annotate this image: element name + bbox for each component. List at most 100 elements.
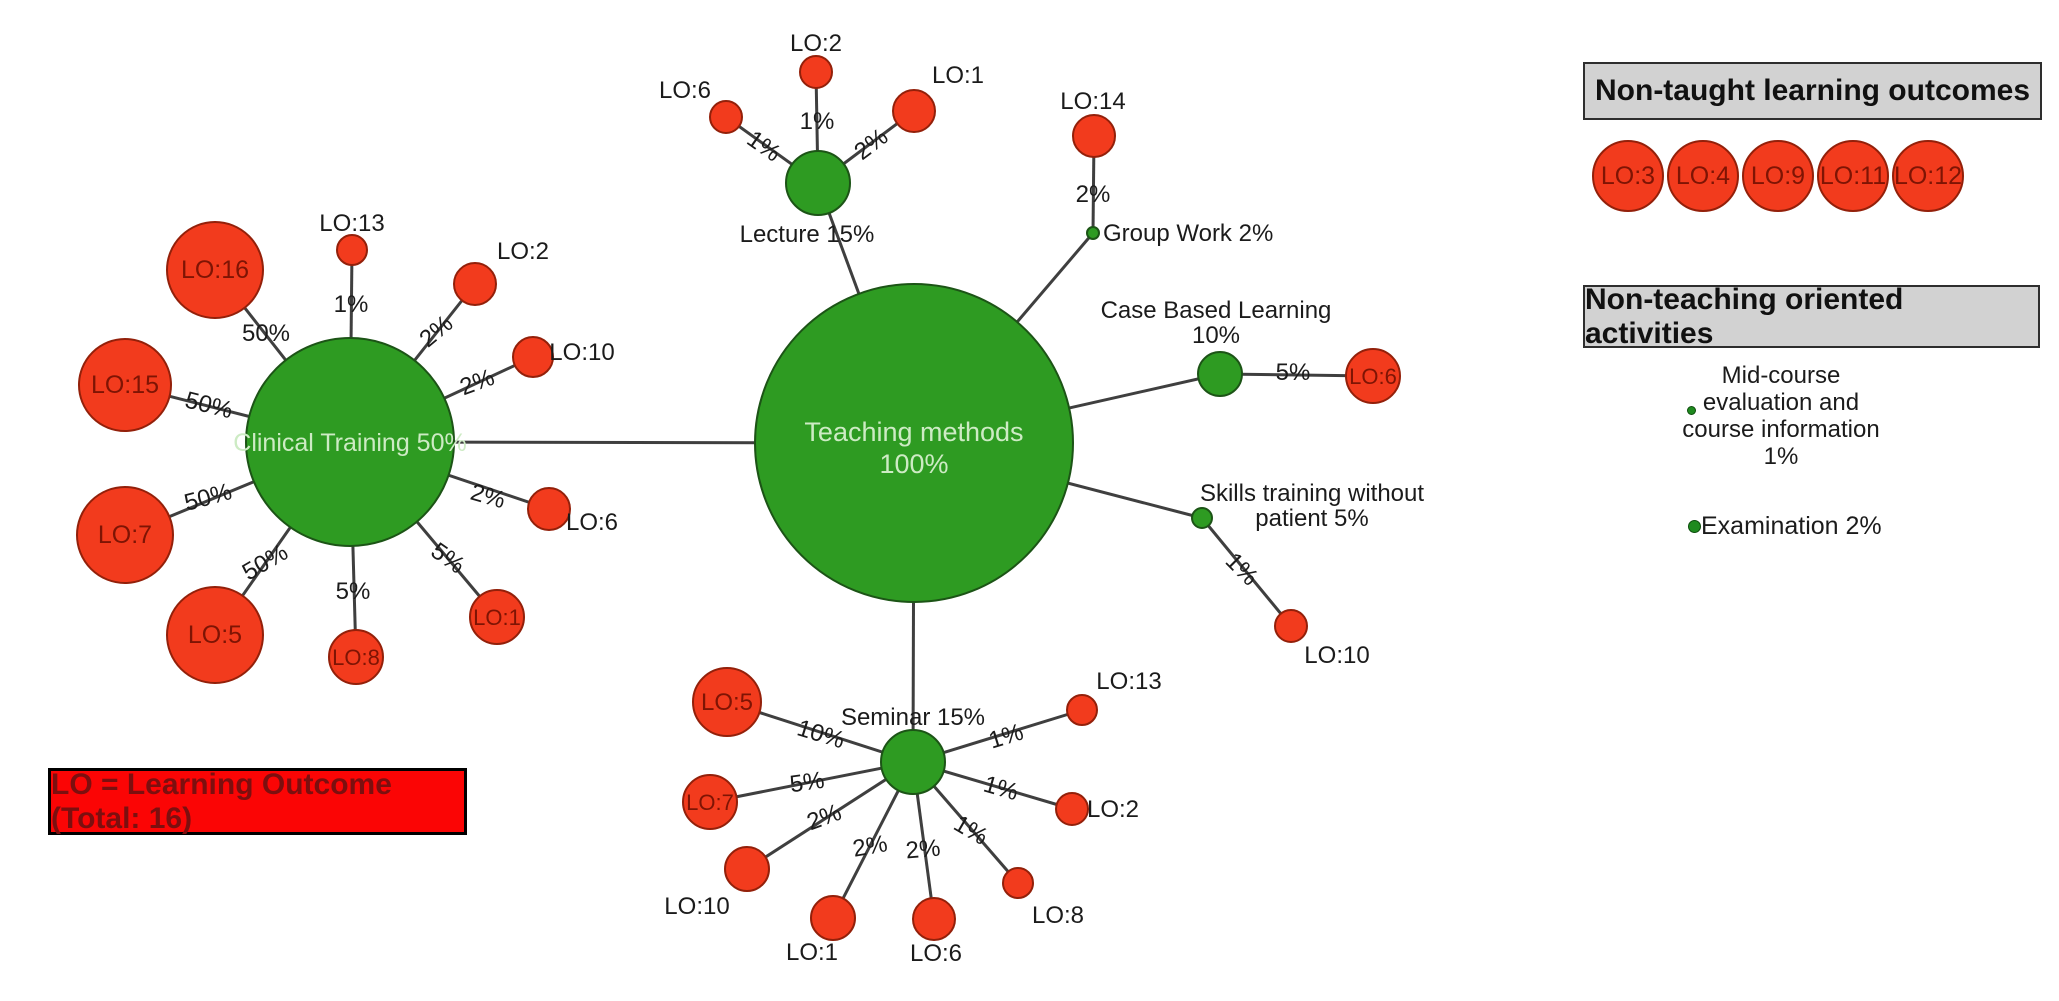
node-label-se-lo1: LO:1 xyxy=(786,939,838,966)
edge-label-clinical-training--c-lo13: 1% xyxy=(334,291,369,318)
node-label-se-lo6: LO:6 xyxy=(910,940,962,967)
node-c-lo16 xyxy=(166,221,264,319)
node-c-lo6 xyxy=(527,487,571,531)
node-label-c-lo13: LO:13 xyxy=(319,210,384,237)
edge-label-seminar--se-lo10: 2% xyxy=(803,799,845,836)
node-label-c-lo10: LO:10 xyxy=(549,339,614,366)
edge-label-seminar--se-lo1: 2% xyxy=(851,830,890,863)
node-se-lo10 xyxy=(724,846,770,892)
node-label-se-lo2: LO:2 xyxy=(1087,796,1139,823)
node-label-cb-lo6: LO:6 xyxy=(1349,364,1397,389)
edge-label-clinical-training--c-lo2: 2% xyxy=(414,310,458,353)
node-label-l-lo1: LO:1 xyxy=(932,62,984,89)
node-l-lo1 xyxy=(892,89,936,133)
edge-label-clinical-training--c-lo15: 50% xyxy=(182,387,235,425)
node-label-se-lo10: LO:10 xyxy=(664,893,729,920)
node-label-c-lo7: LO:7 xyxy=(98,521,152,549)
node-label-c-lo8: LO:8 xyxy=(332,645,380,670)
node-se-lo5 xyxy=(692,667,762,737)
node-label-se-lo5: LO:5 xyxy=(701,689,753,716)
node-se-lo2 xyxy=(1055,792,1089,826)
node-label-c-lo6: LO:6 xyxy=(566,509,618,536)
edge-label-seminar--se-lo6: 2% xyxy=(905,835,942,865)
lo-abbreviation-note: LO = Learning Outcome (Total: 16) xyxy=(48,768,467,835)
node-group-work xyxy=(1086,226,1100,240)
node-label-teaching-methods: 100% xyxy=(879,449,948,479)
node-label-lecture: Lecture 15% xyxy=(740,221,875,248)
edge-label-seminar--se-lo13: 1% xyxy=(986,718,1027,754)
edge-skills-training--sk-lo10 xyxy=(1200,517,1293,627)
node-label-c-lo16: LO:16 xyxy=(181,256,249,284)
node-l-lo2 xyxy=(799,55,833,89)
node-cb-lo6 xyxy=(1345,348,1401,404)
node-label-g-lo14: LO:14 xyxy=(1060,88,1125,115)
non-taught-lo-circle: LO:11 xyxy=(1817,140,1889,212)
edge-label-clinical-training--c-lo10: 2% xyxy=(456,364,498,401)
green-dot-icon xyxy=(1687,406,1696,415)
node-label-c-lo1: LO:1 xyxy=(473,605,521,630)
edge-label-clinical-training--c-lo6: 2% xyxy=(467,479,508,515)
edge-label-seminar--se-lo2: 1% xyxy=(980,771,1021,807)
node-label-case-based-learning: Case Based Learning xyxy=(1101,297,1332,324)
node-label-se-lo8: LO:8 xyxy=(1032,902,1084,929)
node-teaching-methods xyxy=(754,283,1074,603)
node-label-clinical-training: Clinical Training 50% xyxy=(233,429,466,457)
edge-label-lecture--l-lo2: 1% xyxy=(800,108,835,135)
legend-entry-mid-course: Mid-course evaluation and course informa… xyxy=(1682,362,1880,470)
node-lecture xyxy=(785,150,851,216)
node-se-lo1 xyxy=(810,895,856,941)
node-label-skills-training: patient 5% xyxy=(1255,505,1368,532)
node-label-seminar: Seminar 15% xyxy=(841,704,985,731)
edge-label-case-based-learning--cb-lo6: 5% xyxy=(1276,359,1311,386)
non-taught-lo-row: LO:3 LO:4 LO:9 LO:11 LO:12 xyxy=(1592,140,1964,212)
edge-label-seminar--se-lo5: 10% xyxy=(794,715,848,755)
edge-label-clinical-training--c-lo8: 5% xyxy=(336,578,371,605)
edge-label-group-work--g-lo14: 2% xyxy=(1076,181,1111,208)
node-label-case-based-learning: 10% xyxy=(1192,322,1240,349)
node-label-se-lo7: LO:7 xyxy=(686,790,734,815)
node-se-lo7 xyxy=(682,774,738,830)
edge-label-clinical-training--c-lo5: 50% xyxy=(238,539,293,586)
node-sk-lo10 xyxy=(1274,609,1308,643)
green-dot-icon xyxy=(1688,520,1701,533)
node-se-lo13 xyxy=(1066,694,1098,726)
node-label-group-work: Group Work 2% xyxy=(1103,220,1273,247)
node-l-lo6 xyxy=(709,100,743,134)
node-label-skills-training: Skills training without xyxy=(1200,480,1424,507)
node-label-c-lo2: LO:2 xyxy=(497,238,549,265)
edge-label-clinical-training--c-lo16: 50% xyxy=(242,320,290,347)
edge-label-clinical-training--c-lo7: 50% xyxy=(181,478,234,517)
edge-seminar--se-lo7 xyxy=(709,760,914,804)
node-c-lo2 xyxy=(453,262,497,306)
node-label-l-lo2: LO:2 xyxy=(790,30,842,57)
node-c-lo1 xyxy=(469,589,525,645)
node-c-lo7 xyxy=(76,486,174,584)
edge-label-lecture--l-lo1: 2% xyxy=(849,123,893,165)
node-c-lo15 xyxy=(78,338,172,432)
legend-entry-examination: Examination 2% xyxy=(1701,512,1882,540)
legend-header-non-teaching: Non-teaching oriented activities xyxy=(1583,283,2040,350)
node-label-c-lo15: LO:15 xyxy=(91,371,159,399)
node-label-sk-lo10: LO:10 xyxy=(1304,642,1369,669)
node-label-teaching-methods: Teaching methods xyxy=(804,417,1023,447)
node-se-lo6 xyxy=(912,897,956,941)
edge-label-seminar--se-lo7: 5% xyxy=(788,767,826,799)
node-label-c-lo5: LO:5 xyxy=(188,621,242,649)
non-taught-lo-circle: LO:4 xyxy=(1667,140,1739,212)
node-c-lo8 xyxy=(328,629,384,685)
node-seminar xyxy=(880,729,946,795)
non-taught-lo-circle: LO:3 xyxy=(1592,140,1664,212)
legend-header-non-taught: Non-taught learning outcomes xyxy=(1583,62,2042,120)
node-c-lo5 xyxy=(166,586,264,684)
non-taught-lo-circle: LO:9 xyxy=(1742,140,1814,212)
node-clinical-training xyxy=(245,337,455,547)
node-label-se-lo13: LO:13 xyxy=(1096,668,1161,695)
node-c-lo10 xyxy=(512,336,554,378)
non-taught-lo-circle: LO:12 xyxy=(1892,140,1964,212)
node-label-l-lo6: LO:6 xyxy=(659,77,711,104)
node-g-lo14 xyxy=(1072,114,1116,158)
edge-label-clinical-training--c-lo1: 5% xyxy=(426,537,470,579)
node-se-lo8 xyxy=(1002,867,1034,899)
